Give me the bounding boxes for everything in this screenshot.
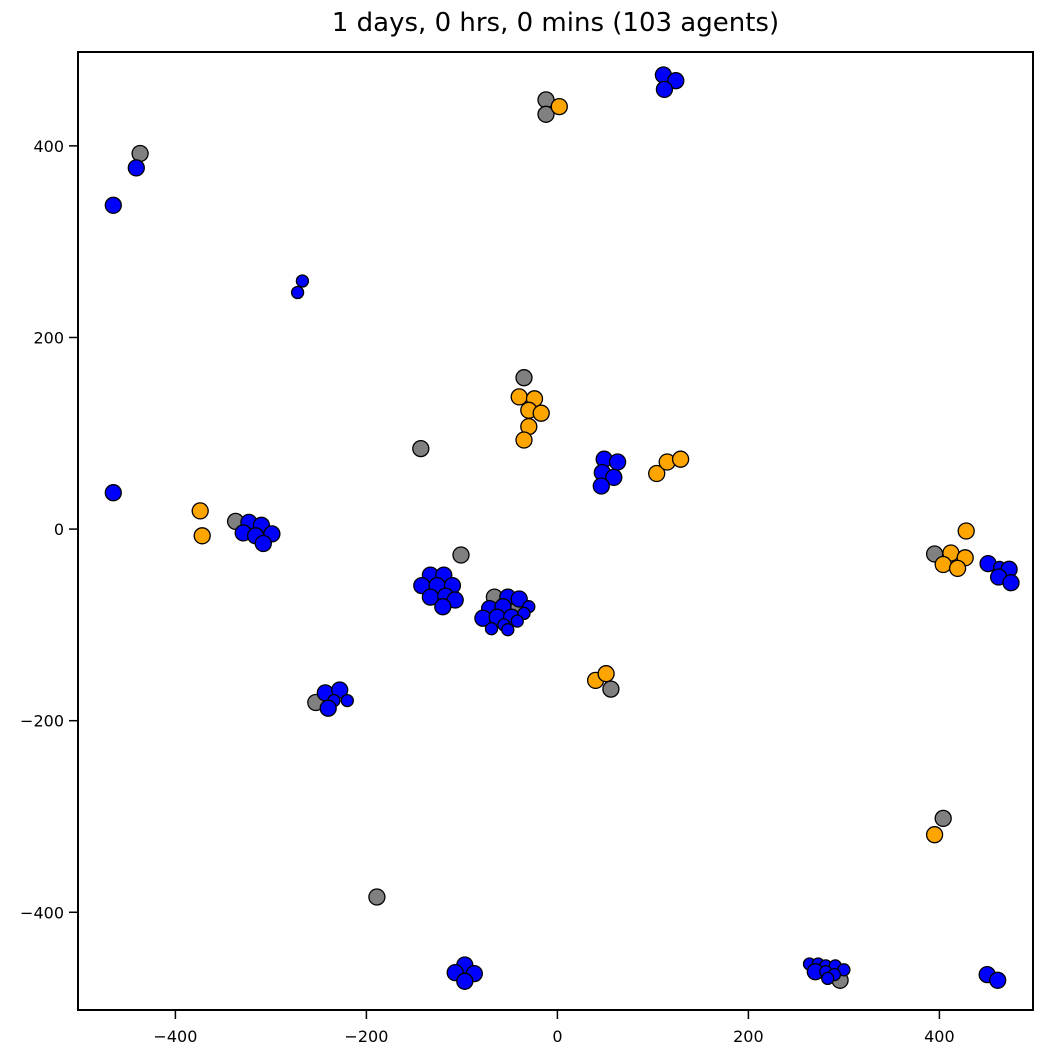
orange-agent-point bbox=[957, 522, 975, 540]
orange-agent-point bbox=[510, 388, 528, 406]
blue-agent-point bbox=[989, 971, 1007, 989]
gray-agent-point bbox=[452, 546, 470, 564]
y-tick-label: −400 bbox=[20, 903, 64, 922]
blue-agent-point bbox=[605, 468, 623, 487]
x-tick-label: 0 bbox=[552, 1027, 562, 1046]
blue-agent-point bbox=[608, 453, 627, 471]
orange-agent-point bbox=[550, 97, 568, 116]
blue-agent-point bbox=[510, 614, 524, 628]
blue-agent-point bbox=[667, 72, 685, 90]
blue-agent-point bbox=[456, 972, 474, 990]
x-tick-label: 400 bbox=[924, 1027, 955, 1046]
blue-agent-point bbox=[104, 484, 122, 502]
orange-agent-point bbox=[648, 464, 666, 483]
gray-agent-point bbox=[515, 369, 533, 387]
chart-title: 1 days, 0 hrs, 0 mins (103 agents) bbox=[331, 8, 780, 38]
orange-agent-point bbox=[515, 431, 533, 449]
data-points bbox=[104, 66, 1020, 990]
y-tick-label: 200 bbox=[33, 328, 64, 347]
y-axis: −400 −200 0 200 400 bbox=[20, 137, 78, 922]
blue-agent-point bbox=[510, 590, 528, 608]
orange-agent-point bbox=[925, 826, 944, 844]
orange-agent-point bbox=[191, 502, 209, 520]
blue-agent-point bbox=[592, 477, 610, 495]
y-tick-label: −200 bbox=[20, 712, 64, 731]
orange-agent-point bbox=[193, 527, 211, 545]
x-axis: −400 −200 0 200 400 bbox=[153, 1010, 955, 1046]
y-tick-label: 400 bbox=[33, 137, 64, 156]
x-tick-label: −200 bbox=[344, 1027, 388, 1046]
gray-agent-point bbox=[131, 144, 149, 163]
blue-agent-point bbox=[295, 274, 310, 288]
gray-agent-point bbox=[602, 680, 620, 698]
gray-agent-point bbox=[368, 888, 386, 906]
blue-agent-point bbox=[104, 196, 122, 214]
orange-agent-point bbox=[671, 450, 690, 468]
x-tick-label: 200 bbox=[733, 1027, 764, 1046]
x-tick-label: −400 bbox=[153, 1027, 197, 1046]
blue-agent-point bbox=[484, 622, 499, 636]
orange-agent-point bbox=[532, 404, 550, 422]
gray-agent-point bbox=[934, 809, 952, 828]
blue-agent-point bbox=[254, 534, 272, 553]
gray-agent-point bbox=[412, 439, 430, 458]
blue-agent-point bbox=[290, 285, 305, 300]
blue-agent-point bbox=[434, 598, 452, 616]
orange-agent-point bbox=[597, 665, 615, 683]
blue-agent-point bbox=[340, 693, 354, 708]
gray-agent-point bbox=[537, 105, 555, 123]
blue-agent-point bbox=[127, 159, 145, 177]
blue-agent-point bbox=[1002, 574, 1020, 592]
blue-agent-point bbox=[655, 80, 674, 99]
orange-agent-point bbox=[948, 559, 967, 578]
blue-agent-point bbox=[821, 971, 835, 986]
plot-frame bbox=[77, 51, 1034, 1011]
y-tick-label: 0 bbox=[54, 520, 64, 539]
orange-agent-point bbox=[934, 555, 952, 574]
blue-agent-point bbox=[319, 699, 337, 717]
blue-agent-point bbox=[501, 623, 515, 637]
